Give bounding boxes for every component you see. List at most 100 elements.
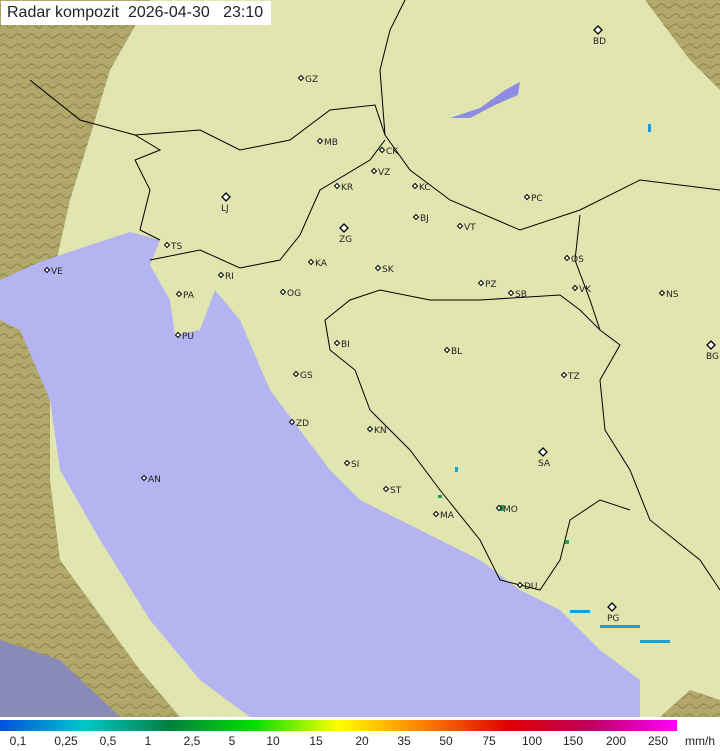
city-lj[interactable]: LJ bbox=[221, 192, 231, 214]
city-marker-icon bbox=[477, 279, 485, 287]
legend-tick: 1 bbox=[144, 734, 152, 748]
city-zd[interactable]: ZD bbox=[288, 418, 310, 429]
city-marker-icon bbox=[706, 340, 716, 350]
city-du[interactable]: DU bbox=[516, 581, 538, 592]
city-markers: BD GZ MB CK VZ KR KC PC LJ ZG BJ VT TS VE KA SK OS NS RI PA… bbox=[43, 25, 719, 624]
city-label: AN bbox=[148, 475, 161, 485]
city-st[interactable]: ST bbox=[382, 485, 402, 496]
city-tz[interactable]: TZ bbox=[560, 371, 580, 382]
city-ka[interactable]: KA bbox=[307, 258, 328, 269]
city-label: PG bbox=[607, 614, 619, 624]
legend-tick: 200 bbox=[605, 734, 627, 748]
outside-sea-south bbox=[0, 640, 120, 717]
city-zg[interactable]: ZG bbox=[339, 223, 352, 245]
city-marker-icon bbox=[516, 581, 524, 589]
legend-tick: 0,1 bbox=[9, 734, 27, 748]
city-ve[interactable]: VE bbox=[43, 266, 64, 277]
city-bi[interactable]: BI bbox=[333, 339, 350, 350]
city-marker-icon bbox=[658, 289, 666, 297]
city-marker-icon bbox=[456, 222, 464, 230]
city-kc[interactable]: KC bbox=[411, 182, 431, 193]
sea bbox=[0, 232, 640, 717]
city-label: BG bbox=[706, 352, 719, 362]
city-ma[interactable]: MA bbox=[432, 510, 455, 521]
legend-tick: 35 bbox=[397, 734, 411, 748]
city-label: DU bbox=[524, 582, 538, 592]
city-label: OG bbox=[287, 289, 301, 299]
city-ts[interactable]: TS bbox=[163, 241, 183, 252]
city-label: BJ bbox=[420, 214, 429, 224]
city-bj[interactable]: BJ bbox=[412, 213, 429, 224]
legend-tick: 50 bbox=[439, 734, 453, 748]
city-marker-icon bbox=[571, 284, 579, 292]
city-pc[interactable]: PC bbox=[523, 193, 543, 204]
city-ns[interactable]: NS bbox=[658, 289, 679, 300]
city-label: OS bbox=[571, 255, 584, 265]
city-pz[interactable]: PZ bbox=[477, 279, 497, 290]
city-vz[interactable]: VZ bbox=[370, 167, 391, 178]
city-marker-icon bbox=[174, 331, 182, 339]
city-marker-icon bbox=[495, 504, 503, 512]
legend-tick: 20 bbox=[355, 734, 369, 748]
city-kn[interactable]: KN bbox=[366, 425, 387, 436]
city-label: BL bbox=[451, 347, 462, 357]
city-marker-icon bbox=[443, 346, 451, 354]
city-os[interactable]: OS bbox=[563, 254, 585, 265]
city-sk[interactable]: SK bbox=[374, 264, 395, 275]
city-kr[interactable]: KR bbox=[333, 182, 354, 193]
city-marker-icon bbox=[288, 418, 296, 426]
city-pa[interactable]: PA bbox=[175, 290, 195, 301]
city-bl[interactable]: BL bbox=[443, 346, 463, 357]
city-ck[interactable]: CK bbox=[378, 146, 400, 157]
city-pg[interactable]: PG bbox=[607, 602, 619, 624]
city-label: TS bbox=[170, 242, 182, 252]
city-marker-icon bbox=[307, 258, 315, 266]
city-label: VZ bbox=[378, 168, 390, 178]
city-gs[interactable]: GS bbox=[292, 370, 313, 381]
city-label: ST bbox=[390, 486, 402, 496]
city-label: PU bbox=[182, 332, 194, 342]
legend-tick: 5 bbox=[228, 734, 236, 748]
legend-tick: 150 bbox=[562, 734, 584, 748]
city-og[interactable]: OG bbox=[279, 288, 302, 299]
city-marker-icon bbox=[432, 510, 440, 518]
city-marker-icon bbox=[316, 137, 324, 145]
legend-tick: 250 bbox=[647, 734, 669, 748]
city-label: GZ bbox=[305, 75, 318, 85]
city-label: SB bbox=[515, 290, 527, 300]
city-si[interactable]: SI bbox=[343, 459, 360, 470]
city-label: PC bbox=[531, 194, 543, 204]
city-ri[interactable]: RI bbox=[217, 271, 234, 282]
city-marker-icon bbox=[140, 474, 148, 482]
lake-balaton bbox=[450, 82, 520, 118]
city-bd[interactable]: BD bbox=[593, 25, 606, 47]
city-vk[interactable]: VK bbox=[571, 284, 593, 295]
city-pu[interactable]: PU bbox=[174, 331, 195, 342]
city-marker-icon bbox=[297, 74, 305, 82]
city-label: MB bbox=[324, 138, 338, 148]
radar-map[interactable]: BD GZ MB CK VZ KR KC PC LJ ZG BJ VT TS VE KA SK OS NS RI PA… bbox=[0, 0, 720, 717]
city-marker-icon bbox=[374, 264, 382, 272]
city-an[interactable]: AN bbox=[140, 474, 161, 485]
city-gz[interactable]: GZ bbox=[297, 74, 319, 85]
city-mb[interactable]: MB bbox=[316, 137, 338, 148]
city-mo[interactable]: MO bbox=[495, 504, 518, 515]
city-sb[interactable]: SB bbox=[507, 289, 527, 300]
city-marker-icon bbox=[43, 266, 51, 274]
city-label: BD bbox=[593, 37, 606, 47]
city-marker-icon bbox=[378, 146, 386, 154]
city-marker-icon bbox=[175, 290, 183, 298]
city-bg[interactable]: BG bbox=[706, 340, 719, 362]
city-label: KR bbox=[341, 183, 353, 193]
city-marker-icon bbox=[339, 223, 349, 233]
city-marker-icon bbox=[366, 425, 374, 433]
city-label: PZ bbox=[485, 280, 497, 290]
city-label: SK bbox=[382, 265, 395, 275]
city-label: TZ bbox=[567, 372, 580, 382]
city-marker-icon bbox=[343, 459, 351, 467]
city-marker-icon bbox=[412, 213, 420, 221]
borders bbox=[29, 0, 720, 591]
city-sa[interactable]: SA bbox=[538, 447, 551, 469]
city-label: RI bbox=[225, 272, 234, 282]
city-vt[interactable]: VT bbox=[456, 222, 477, 233]
